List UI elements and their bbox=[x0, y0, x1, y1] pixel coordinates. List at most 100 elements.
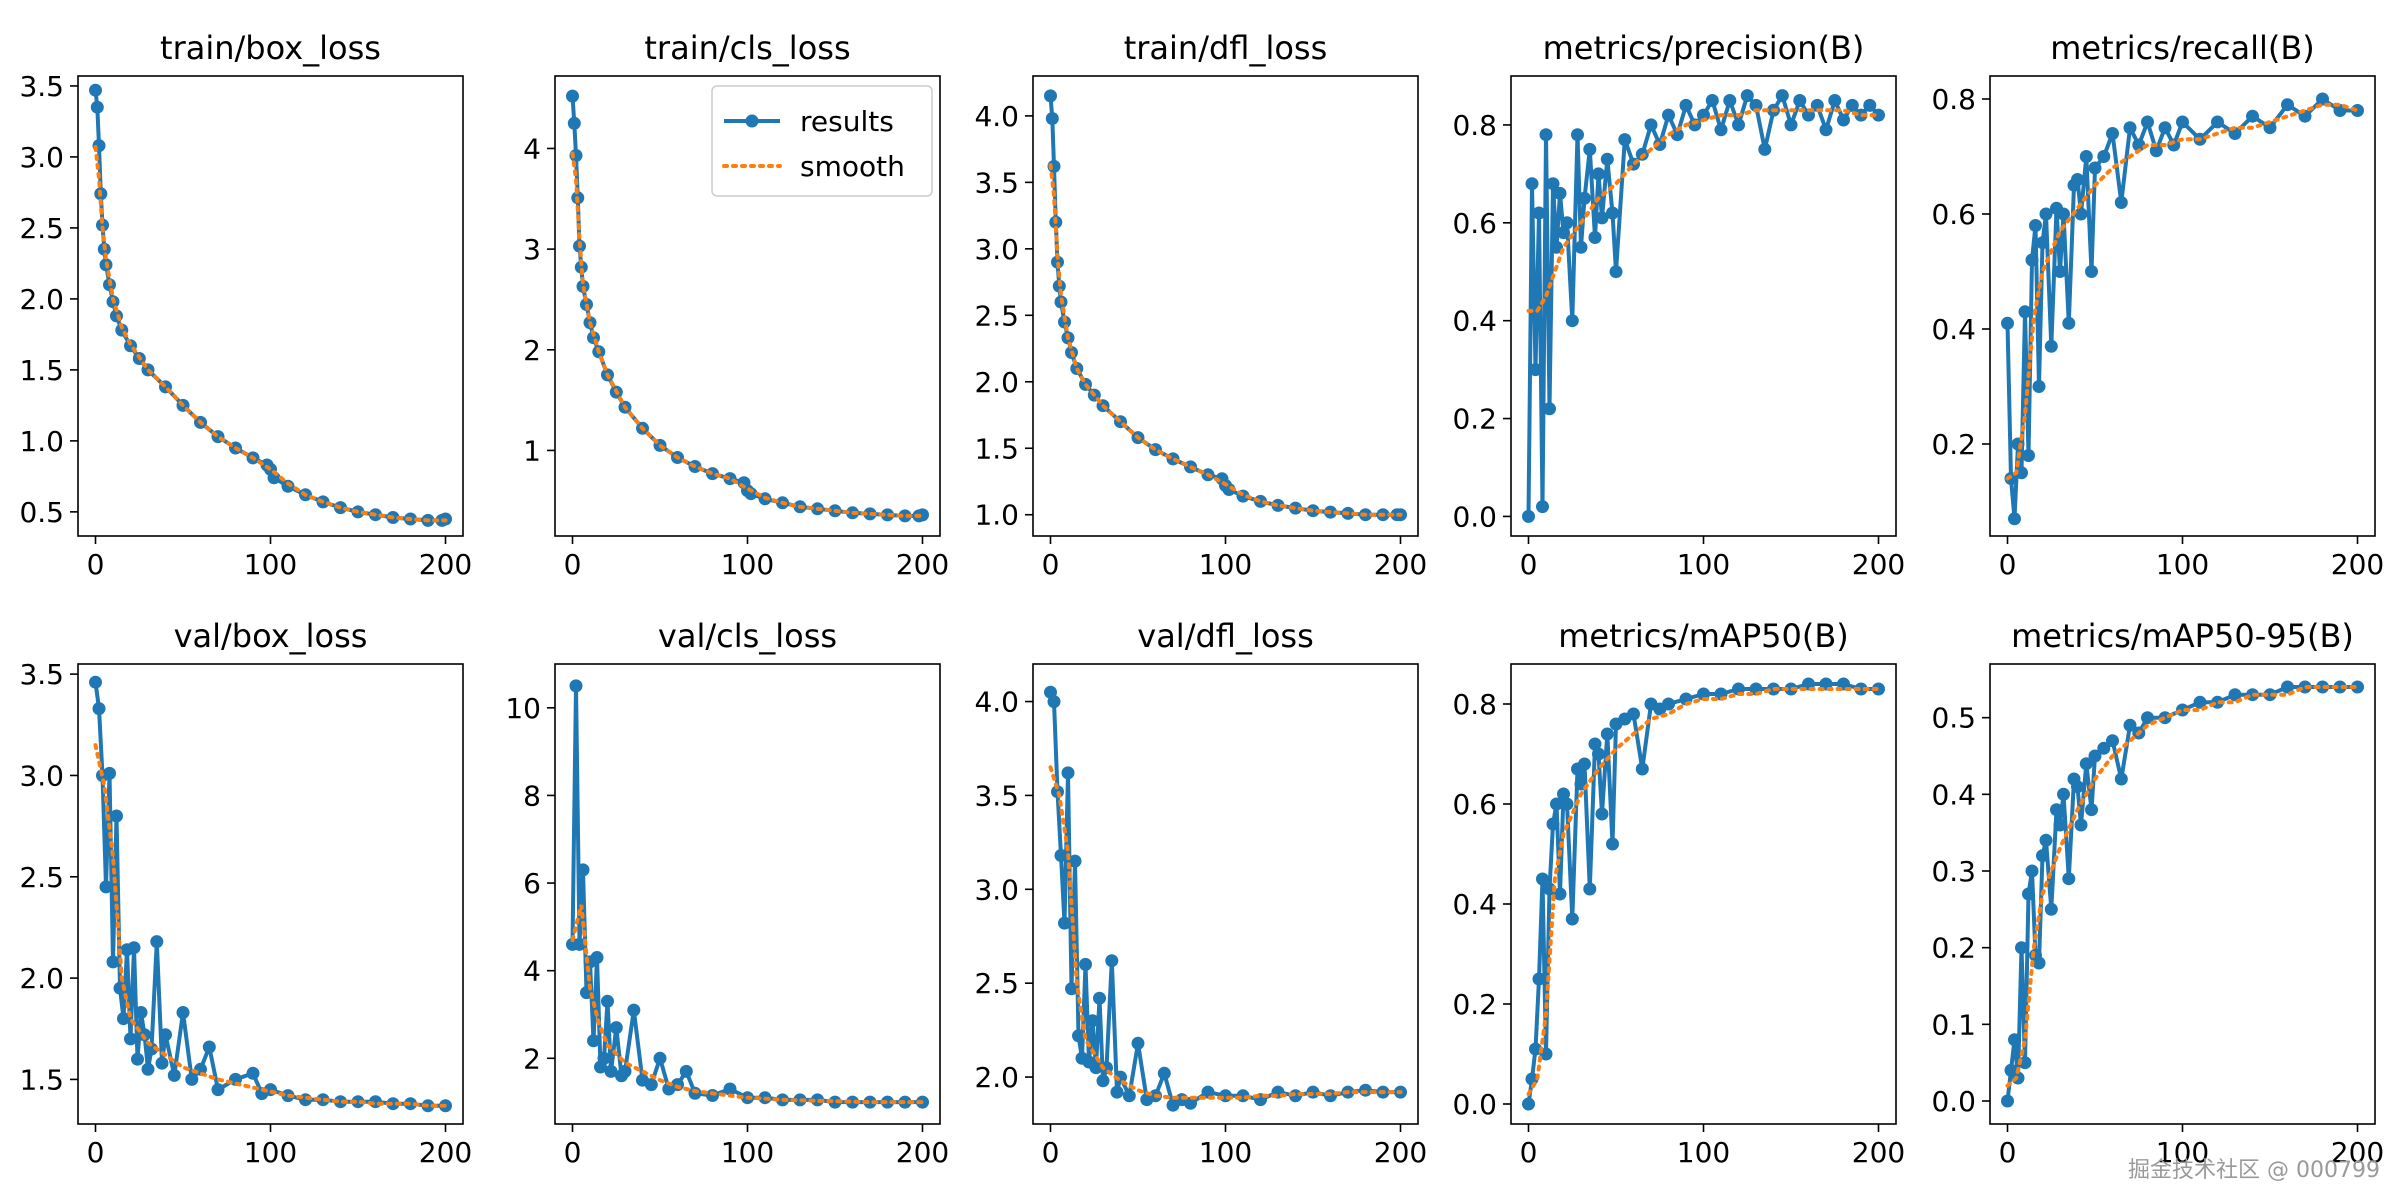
results-point bbox=[566, 89, 579, 103]
results-point bbox=[2114, 196, 2128, 209]
x-tick-label: 0 bbox=[87, 1136, 105, 1169]
subplot-title: train/box_loss bbox=[160, 29, 381, 67]
results-point bbox=[2141, 711, 2154, 725]
results-point bbox=[1583, 142, 1597, 156]
y-tick-label: 3.5 bbox=[19, 658, 64, 691]
subplot-metrics-recall-b: metrics/recall(B) 0 100 200 0.2 0.4 0.6 0.8 bbox=[1931, 29, 2384, 581]
axes-frame bbox=[1032, 663, 1419, 1125]
x-tick-label: 100 bbox=[1677, 1136, 1730, 1169]
y-tick-label: 1.5 bbox=[974, 432, 1019, 465]
results-point bbox=[2039, 833, 2053, 847]
results-point bbox=[1595, 211, 1609, 225]
smooth-line bbox=[1526, 687, 1881, 1096]
results-point bbox=[1068, 854, 1082, 868]
y-tick-label: 0.6 bbox=[1452, 207, 1497, 240]
x-tick-label: 0 bbox=[1520, 1136, 1538, 1169]
results-point bbox=[688, 1086, 702, 1100]
smooth-line bbox=[2005, 102, 2360, 481]
results-point bbox=[1557, 226, 1570, 240]
results-point bbox=[1553, 186, 1567, 200]
results-point bbox=[150, 935, 164, 949]
y-tick-label: 1.5 bbox=[19, 354, 64, 387]
subplot-data bbox=[2001, 680, 2364, 1108]
x-tick-label: 200 bbox=[1852, 548, 1905, 581]
results-point bbox=[2088, 749, 2102, 763]
subplot-title: metrics/mAP50-95(B) bbox=[2011, 617, 2354, 655]
y-tick-label: 0.2 bbox=[1931, 932, 1976, 965]
axes-frame bbox=[554, 663, 941, 1125]
results-point bbox=[1723, 94, 1737, 107]
subplot-data bbox=[89, 675, 452, 1113]
results-point bbox=[2141, 115, 2154, 129]
results-point bbox=[1872, 108, 1885, 122]
results-point bbox=[99, 880, 113, 894]
results-point bbox=[134, 1006, 148, 1019]
results-point bbox=[2071, 173, 2084, 186]
subplot-data bbox=[1044, 89, 1407, 522]
subplot-title: metrics/mAP50(B) bbox=[1558, 617, 1849, 655]
y-tick-label: 6 bbox=[523, 867, 541, 900]
results-point bbox=[1606, 206, 1619, 220]
results-point bbox=[167, 1068, 181, 1082]
x-tick-label: 200 bbox=[1852, 1136, 1905, 1169]
x-tick-label: 0 bbox=[564, 1136, 582, 1169]
x-tick-label: 200 bbox=[2331, 1136, 2384, 1169]
y-tick-label: 2 bbox=[523, 1042, 541, 1075]
results-point bbox=[1819, 123, 1833, 137]
results-point bbox=[246, 1066, 260, 1080]
results-point bbox=[176, 1006, 190, 1019]
y-tick-label: 0.3 bbox=[1931, 855, 1976, 888]
results-point bbox=[1093, 991, 1106, 1005]
results-point bbox=[609, 1021, 623, 1035]
subplot-title: val/cls_loss bbox=[658, 617, 837, 655]
results-point bbox=[846, 1095, 859, 1109]
results-line bbox=[93, 681, 446, 1108]
results-point bbox=[2015, 941, 2028, 955]
x-tick-label: 100 bbox=[244, 1136, 297, 1169]
y-tick-label: 0.0 bbox=[1931, 1085, 1976, 1118]
results-point bbox=[89, 83, 102, 97]
results-point bbox=[2106, 127, 2119, 140]
axes-frame bbox=[1032, 75, 1419, 537]
results-point bbox=[1557, 787, 1570, 801]
axes-frame bbox=[1989, 663, 2376, 1125]
results-point bbox=[587, 1034, 600, 1048]
x-tick-label: 100 bbox=[1677, 548, 1730, 581]
results-point bbox=[2022, 449, 2035, 462]
results-point bbox=[2008, 1033, 2021, 1047]
results-point bbox=[2044, 339, 2058, 353]
legend-frame bbox=[711, 85, 933, 197]
x-tick-label: 100 bbox=[1199, 548, 1252, 581]
results-point bbox=[1061, 766, 1075, 780]
y-tick-label: 0.8 bbox=[1452, 688, 1497, 721]
results-point bbox=[2085, 803, 2098, 817]
results-point bbox=[1618, 133, 1632, 147]
results-point bbox=[1047, 695, 1061, 709]
y-tick-label: 4 bbox=[523, 132, 541, 165]
y-tick-label: 2.0 bbox=[974, 366, 1019, 399]
y-tick-label: 0.2 bbox=[1452, 988, 1497, 1021]
results-point bbox=[2036, 236, 2049, 250]
watermark: 掘金技术社区 @ 000799 bbox=[2128, 1158, 2380, 1183]
results-point bbox=[2106, 734, 2119, 748]
y-tick-label: 1.0 bbox=[974, 499, 1019, 532]
results-point bbox=[1588, 737, 1602, 751]
results-point bbox=[90, 100, 104, 114]
results-point bbox=[2097, 741, 2111, 755]
results-point bbox=[1740, 89, 1754, 103]
y-tick-label: 3.0 bbox=[974, 233, 1019, 266]
x-tick-label: 200 bbox=[419, 1136, 472, 1169]
axes-frame bbox=[1510, 75, 1897, 537]
x-tick-label: 0 bbox=[1520, 548, 1538, 581]
results-point bbox=[2079, 757, 2093, 771]
results-point bbox=[2114, 772, 2128, 786]
results-point bbox=[124, 1032, 137, 1046]
results-point bbox=[2281, 98, 2294, 112]
results-point bbox=[1592, 167, 1605, 181]
x-tick-label: 200 bbox=[896, 548, 949, 581]
x-tick-label: 100 bbox=[1199, 1136, 1252, 1169]
results-point bbox=[2316, 680, 2329, 694]
results-point bbox=[2029, 219, 2042, 232]
y-tick-label: 0.8 bbox=[1931, 83, 1976, 116]
y-tick-label: 2.5 bbox=[974, 967, 1019, 1000]
